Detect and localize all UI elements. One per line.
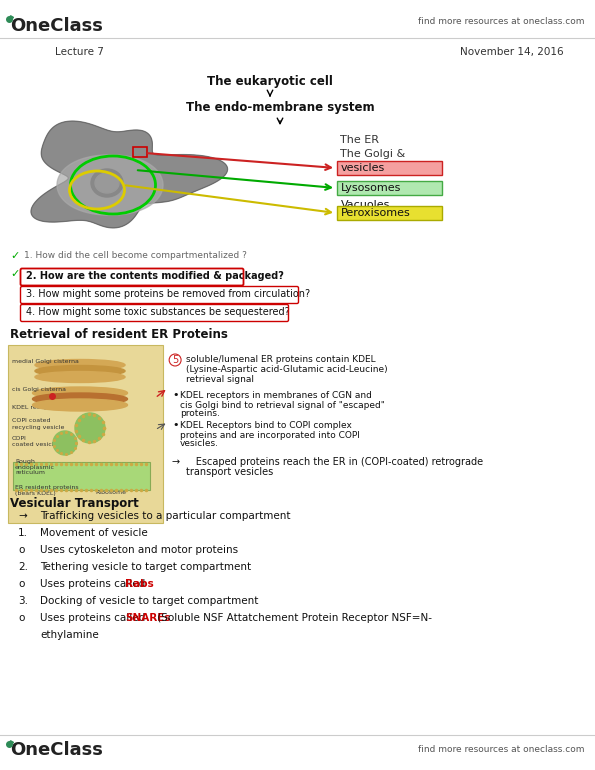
Text: 3. How might some proteins be removed from circulation?: 3. How might some proteins be removed fr… [26, 289, 310, 299]
Text: Lecture 7: Lecture 7 [55, 47, 104, 57]
Text: OneClass: OneClass [10, 741, 103, 759]
Text: •: • [172, 420, 178, 430]
Text: medial Golgi cisterna: medial Golgi cisterna [12, 360, 79, 364]
Text: The eukaryotic cell: The eukaryotic cell [207, 75, 333, 89]
Text: COPI coated: COPI coated [12, 419, 51, 424]
Text: retrieval signal: retrieval signal [186, 376, 254, 384]
Text: cis Golgi bind to retrieval signal of "escaped": cis Golgi bind to retrieval signal of "e… [180, 400, 385, 410]
Text: November 14, 2016: November 14, 2016 [460, 47, 563, 57]
Text: KDEL Receptors bind to COPI complex: KDEL Receptors bind to COPI complex [180, 420, 352, 430]
Ellipse shape [33, 387, 127, 399]
Polygon shape [31, 121, 227, 228]
Text: proteins and are incorporated into COPI: proteins and are incorporated into COPI [180, 430, 360, 440]
Text: o: o [18, 579, 24, 589]
Ellipse shape [91, 169, 123, 197]
FancyBboxPatch shape [337, 206, 442, 220]
Text: o: o [18, 613, 24, 623]
Text: cis Golgi cisterna: cis Golgi cisterna [12, 387, 66, 393]
Text: transport vesicles: transport vesicles [186, 467, 273, 477]
Text: proteins.: proteins. [180, 410, 220, 419]
Text: 5: 5 [172, 355, 178, 365]
Text: (bears KDEL): (bears KDEL) [15, 490, 56, 496]
FancyBboxPatch shape [8, 345, 163, 523]
Ellipse shape [35, 360, 125, 370]
Text: Uses proteins called: Uses proteins called [40, 579, 149, 589]
Text: vesicles.: vesicles. [180, 440, 219, 448]
Text: 2.: 2. [18, 562, 28, 572]
Text: Retrieval of resident ER Proteins: Retrieval of resident ER Proteins [10, 327, 228, 340]
Ellipse shape [95, 173, 119, 193]
Ellipse shape [35, 371, 125, 383]
Text: Ribosome: Ribosome [95, 490, 126, 496]
Text: The endo-membrane system: The endo-membrane system [186, 102, 374, 115]
Circle shape [53, 431, 77, 455]
Text: Rough: Rough [15, 460, 35, 464]
Text: COPI: COPI [12, 436, 27, 440]
Text: 3.: 3. [18, 596, 28, 606]
Text: OneClass: OneClass [10, 17, 103, 35]
Text: Vesicular Transport: Vesicular Transport [10, 497, 139, 511]
Text: o: o [18, 545, 24, 555]
Text: Uses proteins called: Uses proteins called [40, 613, 149, 623]
Text: →     Escaped proteins reach the ER in (COPI-coated) retrograde: → Escaped proteins reach the ER in (COPI… [172, 457, 483, 467]
Text: Uses cytoskeleton and motor proteins: Uses cytoskeleton and motor proteins [40, 545, 238, 555]
Text: •: • [172, 390, 178, 400]
Text: 1. How did the cell become compartmentalized ?: 1. How did the cell become compartmental… [24, 252, 247, 260]
Text: SNAREs: SNAREs [125, 613, 171, 623]
Text: The Golgi &: The Golgi & [340, 149, 405, 159]
Polygon shape [57, 155, 163, 215]
Text: recycling vesicle: recycling vesicle [12, 426, 64, 430]
Text: (Soluble NSF Attatchement Protein Receptor NSF=N-: (Soluble NSF Attatchement Protein Recept… [154, 613, 432, 623]
FancyBboxPatch shape [337, 161, 442, 175]
Text: KDEL receptors in membranes of CGN and: KDEL receptors in membranes of CGN and [180, 390, 372, 400]
Text: Movement of vesicle: Movement of vesicle [40, 528, 148, 538]
Text: ethylamine: ethylamine [40, 630, 99, 640]
Text: The ER: The ER [340, 135, 379, 145]
Text: Lysosomes: Lysosomes [341, 183, 402, 193]
Text: find more resources at oneclass.com: find more resources at oneclass.com [418, 18, 585, 26]
Text: →: → [18, 511, 27, 521]
Text: ✓: ✓ [10, 251, 20, 261]
Text: (Lysine-Aspartic acid-Glutamic acid-Leucine): (Lysine-Aspartic acid-Glutamic acid-Leuc… [186, 366, 387, 374]
Text: reticulum: reticulum [15, 470, 45, 474]
Text: Trafficking vesicles to a particular compartment: Trafficking vesicles to a particular com… [40, 511, 290, 521]
Text: 4. How might some toxic substances be sequestered?: 4. How might some toxic substances be se… [26, 307, 290, 317]
Text: Peroxisomes: Peroxisomes [341, 208, 411, 218]
Text: vesicles: vesicles [341, 163, 385, 173]
Text: 2. How are the contents modified & packaged?: 2. How are the contents modified & packa… [26, 271, 284, 281]
Text: Tethering vesicle to target compartment: Tethering vesicle to target compartment [40, 562, 251, 572]
Text: ER resident proteins: ER resident proteins [15, 484, 79, 490]
Ellipse shape [35, 366, 125, 377]
Text: find more resources at oneclass.com: find more resources at oneclass.com [418, 745, 585, 755]
Text: Docking of vesicle to target compartment: Docking of vesicle to target compartment [40, 596, 258, 606]
Text: endoplasmic: endoplasmic [15, 464, 55, 470]
Text: Vacuoles: Vacuoles [341, 200, 390, 210]
Text: coated vesicle: coated vesicle [12, 441, 57, 447]
Text: KDEL receptor: KDEL receptor [12, 404, 57, 410]
Ellipse shape [33, 399, 127, 411]
FancyBboxPatch shape [13, 462, 150, 490]
Text: Rabs: Rabs [125, 579, 154, 589]
Text: 1.: 1. [18, 528, 28, 538]
FancyBboxPatch shape [337, 181, 442, 195]
Text: soluble/lumenal ER proteins contain KDEL: soluble/lumenal ER proteins contain KDEL [186, 356, 375, 364]
Text: ✓: ✓ [10, 269, 20, 279]
Circle shape [75, 413, 105, 443]
Ellipse shape [33, 393, 127, 405]
